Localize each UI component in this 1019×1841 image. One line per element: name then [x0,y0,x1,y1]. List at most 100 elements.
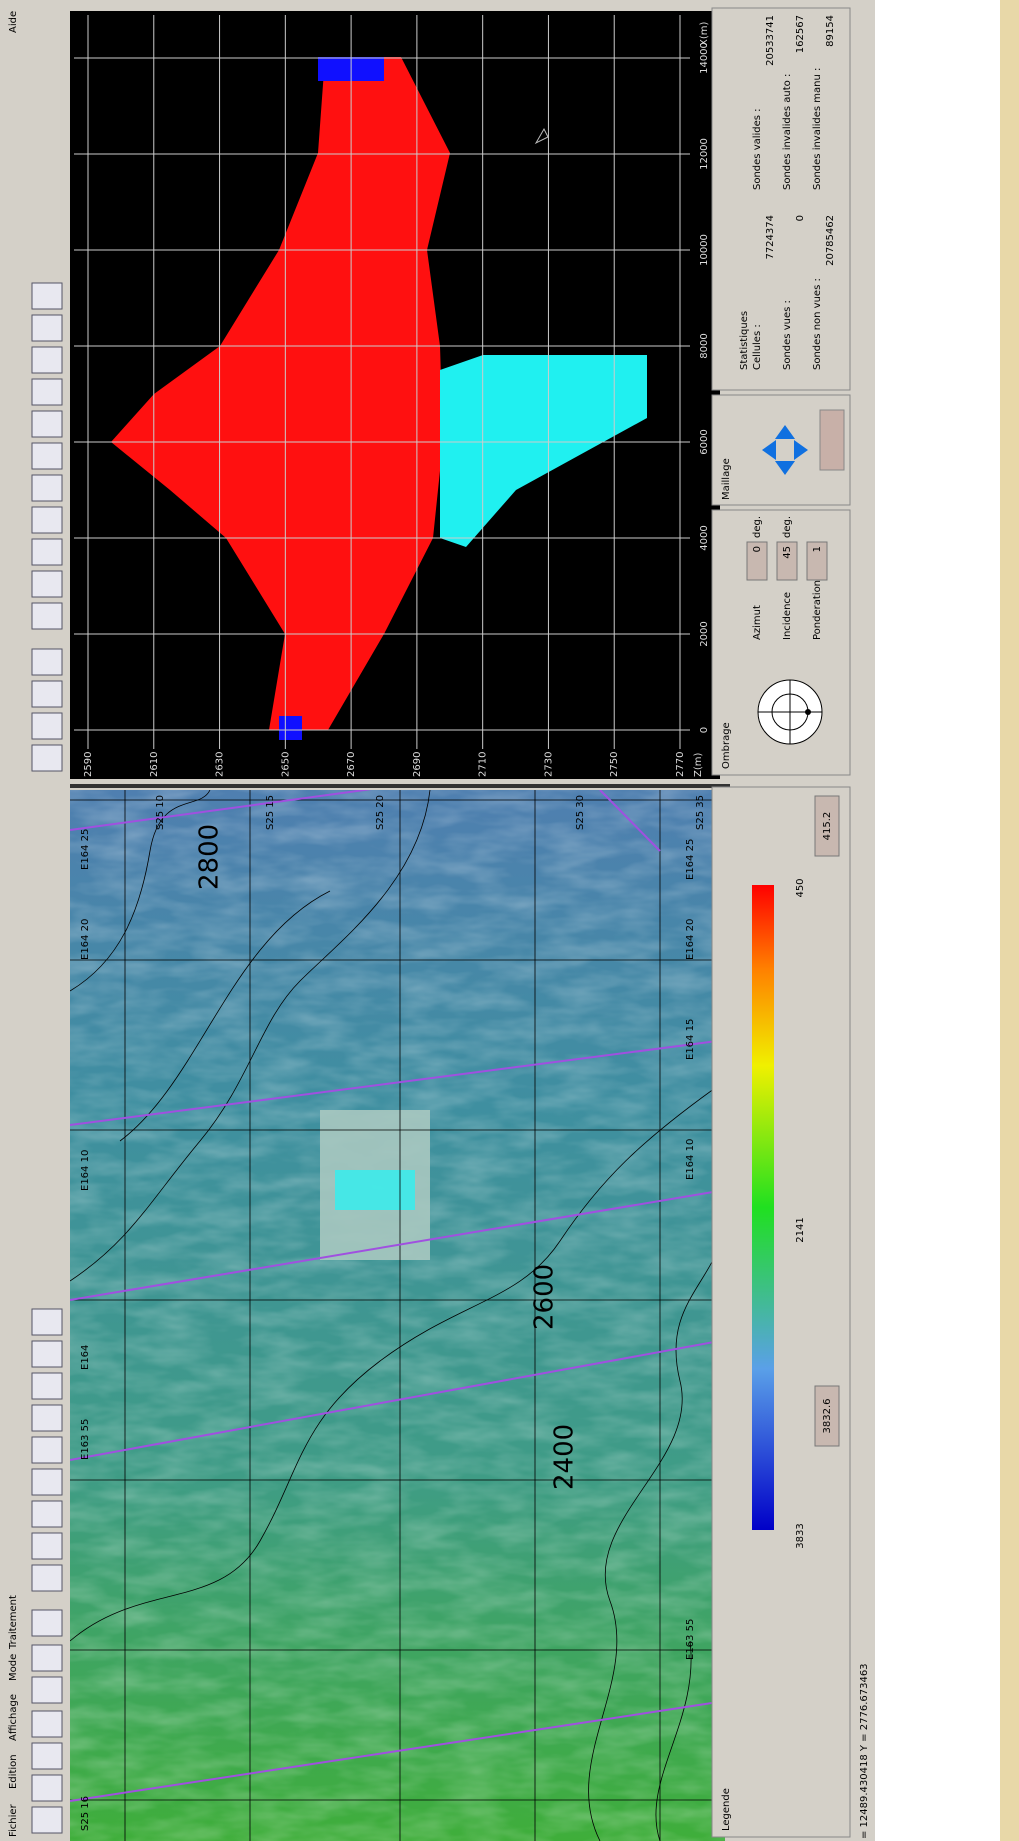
tool-button[interactable] [32,1775,62,1801]
mesh-button[interactable] [820,410,844,470]
splitter[interactable] [70,784,730,788]
tool-button[interactable] [32,603,62,629]
z-tick-label: 2650 [280,752,291,777]
shading-panel: Ombrage Azimut Incidence Ponderation x 0… [712,510,850,775]
stat-value: 20533741 [765,15,776,66]
stat-label: Sondes invalides manu : [812,68,823,190]
incidence-value[interactable]: 45 [782,546,793,559]
x-tick-label: 14000 [699,42,710,74]
grid-label: S25 16 [80,1796,91,1831]
tool-button[interactable] [32,1533,62,1559]
status-bar: = 12489.430418 Y = 2776.673463 [859,1663,870,1839]
tool-button[interactable] [32,347,62,373]
tool-button[interactable] [32,443,62,469]
tool-button[interactable] [32,1743,62,1769]
stat-label: Sondes valides : [752,108,763,190]
legend-panel: Legende 3833 2141 450 3832.6 415.2 [712,787,850,1837]
stats-panel: Statistiques Cellules : 7724374 Sondes v… [712,8,850,390]
tool-button[interactable] [32,1373,62,1399]
tool-button[interactable] [32,1405,62,1431]
weight-value[interactable]: 1 [812,546,823,552]
x-tick-label: 0 [699,727,710,733]
stat-label: Cellules : [752,324,763,370]
tool-button[interactable] [32,1309,62,1335]
tool-button[interactable] [32,315,62,341]
tool-button[interactable] [32,1807,62,1833]
tool-button[interactable] [32,1437,62,1463]
grid-label: E164 [80,1345,91,1370]
z-tick-label: 2670 [346,752,357,777]
contour-label: 2400 [550,1424,580,1490]
tool-button[interactable] [32,1341,62,1367]
min-input[interactable]: 3832.6 [822,1399,833,1434]
dial-handle [805,709,811,715]
tool-button[interactable] [32,745,62,771]
panel-title: Legende [721,1788,732,1831]
color-bar [752,885,774,1530]
grid-label: E164 20 [685,919,696,960]
map-view[interactable]: 2800 2600 2400 S25 16 E163 55 E164 E164 … [70,741,725,1841]
x-axis-label: X(m) [699,22,710,46]
grid-label: E164 25 [685,839,696,880]
point-cloud-invalid [279,716,302,740]
field-label: Ponderation x [812,571,823,640]
menu-item[interactable]: Fichier [8,1803,19,1837]
field-label: Azimut [752,605,763,640]
panel-title: Statistiques [739,311,750,370]
menu-item[interactable]: Traitement [8,1595,19,1650]
stat-label: Sondes vues : [782,300,793,370]
legend-tick: 3833 [795,1523,806,1548]
stat-value: 89154 [825,15,836,47]
z-tick-label: 2630 [215,752,226,777]
grid-label: E164 15 [685,1019,696,1060]
grid-label: S25 20 [375,795,386,830]
tool-button[interactable] [32,681,62,707]
max-input[interactable]: 415.2 [822,812,833,841]
screen: Fichier Edition Affichage Mode Traitemen… [0,0,1019,1841]
tool-button[interactable] [32,411,62,437]
unit: deg. [752,516,763,538]
tool-button[interactable] [32,1565,62,1591]
tool-button[interactable] [32,507,62,533]
grid-label: E164 25 [80,829,91,870]
z-tick-label: 2690 [412,752,423,777]
stat-value: 162567 [795,15,806,53]
z-tick-label: 2730 [543,752,554,777]
tool-button[interactable] [32,649,62,675]
tool-button[interactable] [32,1645,62,1671]
selection-points [335,1170,415,1210]
panel-title: Maillage [721,458,732,500]
z-tick-label: 2590 [83,752,94,777]
tool-button[interactable] [32,539,62,565]
tool-button[interactable] [32,713,62,739]
panel-title: Ombrage [721,722,732,769]
tool-button[interactable] [32,1501,62,1527]
tool-button[interactable] [32,1469,62,1495]
tool-button[interactable] [32,475,62,501]
x-tick-label: 12000 [699,138,710,170]
tool-button[interactable] [32,283,62,309]
tool-button[interactable] [32,571,62,597]
menu-item[interactable]: Aide [8,11,19,33]
azimut-value[interactable]: 0 [752,546,763,552]
field-label: Incidence [782,592,793,640]
tool-button[interactable] [32,379,62,405]
tool-button[interactable] [32,1610,62,1636]
z-axis-label: Z(m) [693,753,704,777]
app-window: Fichier Edition Affichage Mode Traitemen… [0,0,1019,1841]
stat-value: 0 [795,215,806,221]
grid-label: S25 15 [265,795,276,830]
menu-item[interactable]: Affichage [8,1694,19,1741]
contour-label: 2800 [195,824,225,890]
tool-button[interactable] [32,1711,62,1737]
grid-label: S25 10 [155,795,166,830]
z-tick-label: 2770 [675,752,686,777]
panel-frame [712,787,850,1837]
menu-item[interactable]: Mode [8,1654,19,1681]
menu-item[interactable]: Edition [8,1754,19,1789]
z-tick-label: 2610 [149,752,160,777]
grid-label: S25 30 [575,795,586,830]
x-tick-label: 6000 [699,429,710,454]
tool-button[interactable] [32,1677,62,1703]
